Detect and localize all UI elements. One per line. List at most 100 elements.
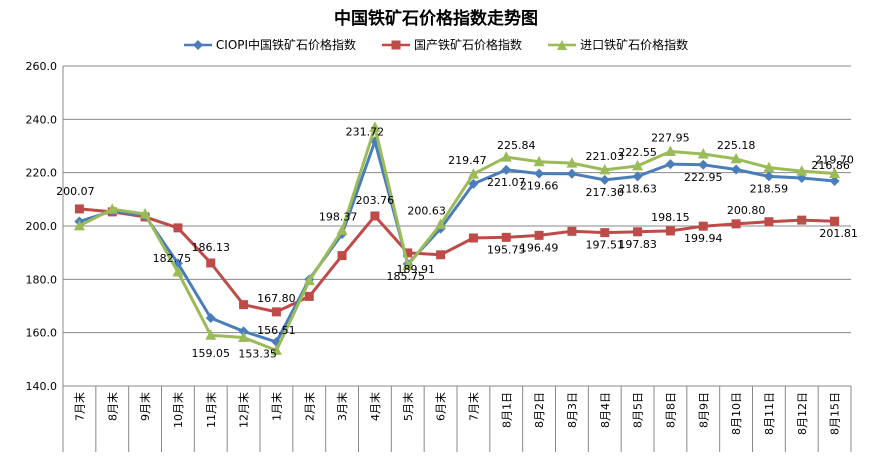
data-point-ciopi <box>698 159 709 170</box>
data-point-imported <box>205 329 217 340</box>
data-point-domestic <box>830 216 840 226</box>
data-point-imported <box>467 168 479 179</box>
x-tick-label: 8月10日 <box>730 392 743 435</box>
data-label: 222.95 <box>684 171 723 184</box>
data-point-ciopi <box>632 171 643 182</box>
x-tick-label: 8月1日 <box>500 392 513 428</box>
data-point-imported <box>829 167 841 178</box>
y-tick-label: 200.0 <box>26 220 58 233</box>
data-point-domestic <box>74 204 84 214</box>
legend-label-ciopi: CIOPI中国铁矿石价格指数 <box>215 38 357 52</box>
data-point-ciopi <box>829 176 840 187</box>
data-label: 221.07 <box>487 176 526 189</box>
data-label: 218.59 <box>750 182 789 195</box>
x-tick-label: 7月末 <box>466 392 480 421</box>
data-point-domestic <box>370 211 380 221</box>
data-point-imported <box>500 151 512 162</box>
data-point-imported <box>796 165 808 176</box>
data-point-ciopi <box>238 326 249 337</box>
data-point-imported <box>303 274 315 286</box>
data-label: 200.63 <box>407 204 446 217</box>
data-label: 217.30 <box>586 186 625 199</box>
data-point-imported <box>73 219 85 231</box>
legend-item-ciopi: CIOPI中国铁矿石价格指数 <box>183 36 357 53</box>
data-point-imported <box>139 208 151 219</box>
data-label: 197.51 <box>586 239 625 252</box>
legend-domestic-square-icon <box>382 40 411 49</box>
x-tick-label: 8月4日 <box>599 392 612 428</box>
chart-title: 中国铁矿石价格指数走势图 <box>334 9 538 29</box>
series-line-1 <box>79 207 835 314</box>
data-point-domestic <box>633 227 643 237</box>
x-tick-label: 8月末 <box>105 392 119 421</box>
x-tick-label: 8月15日 <box>829 392 842 435</box>
data-point-imported <box>632 159 644 171</box>
chart-legend: CIOPI中国铁矿石价格指数 国产铁矿石价格指数 进口铁矿石价格指数 <box>0 36 872 53</box>
data-point-domestic <box>501 232 511 242</box>
legend-label-imported: 进口铁矿石价格指数 <box>580 38 689 52</box>
data-label: 227.95 <box>651 131 690 144</box>
y-tick-label: 160.0 <box>26 327 58 340</box>
data-point-domestic <box>271 307 281 317</box>
data-label: 200.80 <box>727 204 766 217</box>
y-tick-label: 140.0 <box>26 380 58 393</box>
data-point-ciopi <box>566 168 577 179</box>
y-tick-label: 180.0 <box>26 273 58 286</box>
y-tick-label: 260.0 <box>26 60 58 73</box>
data-label: 200.07 <box>56 185 95 198</box>
y-tick-label: 220.0 <box>26 167 58 180</box>
x-tick-label: 8月11日 <box>763 392 776 435</box>
data-point-ciopi <box>501 164 512 175</box>
x-tick-label: 8月8日 <box>664 392 677 428</box>
data-point-domestic <box>764 217 774 227</box>
data-point-ciopi <box>763 171 774 182</box>
data-point-imported <box>238 331 250 342</box>
data-label: 219.47 <box>448 154 487 167</box>
data-point-domestic <box>206 258 216 268</box>
data-point-domestic <box>403 248 413 258</box>
x-tick-label: 8月5日 <box>632 392 645 428</box>
data-point-imported <box>435 218 447 229</box>
data-point-ciopi <box>599 174 610 185</box>
data-label: 219.66 <box>520 180 559 193</box>
legend-label-domestic: 国产铁矿石价格指数 <box>414 38 523 52</box>
x-tick-label: 3月末 <box>335 392 349 421</box>
data-point-domestic <box>337 251 347 261</box>
data-point-domestic <box>173 223 183 233</box>
data-label: 231.72 <box>346 125 385 138</box>
data-point-imported <box>172 266 184 277</box>
data-point-domestic <box>600 228 610 238</box>
data-label: 201.81 <box>819 227 858 240</box>
data-label: 196.49 <box>520 241 559 254</box>
legend-imported-triangle-icon <box>548 39 577 50</box>
data-point-domestic <box>731 219 741 229</box>
data-point-domestic <box>797 215 807 225</box>
x-tick-label: 1月末 <box>269 392 283 421</box>
data-point-ciopi <box>731 164 742 175</box>
data-label: 153.35 <box>238 347 277 360</box>
data-point-imported <box>566 157 578 168</box>
data-label: 197.83 <box>618 238 657 251</box>
x-tick-label: 8月3日 <box>566 392 579 428</box>
data-point-imported <box>533 155 545 167</box>
data-label: 198.15 <box>651 211 690 224</box>
x-tick-label: 4月末 <box>368 392 382 421</box>
data-label: 189.91 <box>397 263 436 276</box>
x-tick-label: 8月9日 <box>697 392 710 428</box>
data-point-domestic <box>567 226 577 236</box>
data-label: 216.86 <box>811 159 850 172</box>
data-point-imported <box>270 344 282 355</box>
series-line-0 <box>78 139 835 344</box>
x-tick-label: 8月2日 <box>533 392 546 428</box>
data-point-ciopi <box>205 313 216 323</box>
data-point-domestic <box>304 291 314 301</box>
data-point-domestic <box>665 226 675 236</box>
data-point-imported <box>763 161 775 173</box>
data-label: 199.94 <box>684 232 723 245</box>
data-point-imported <box>664 145 676 156</box>
data-point-imported <box>106 203 118 214</box>
data-point-domestic <box>468 233 478 243</box>
legend-item-domestic: 国产铁矿石价格指数 <box>382 36 522 53</box>
data-label: 219.70 <box>815 153 854 166</box>
